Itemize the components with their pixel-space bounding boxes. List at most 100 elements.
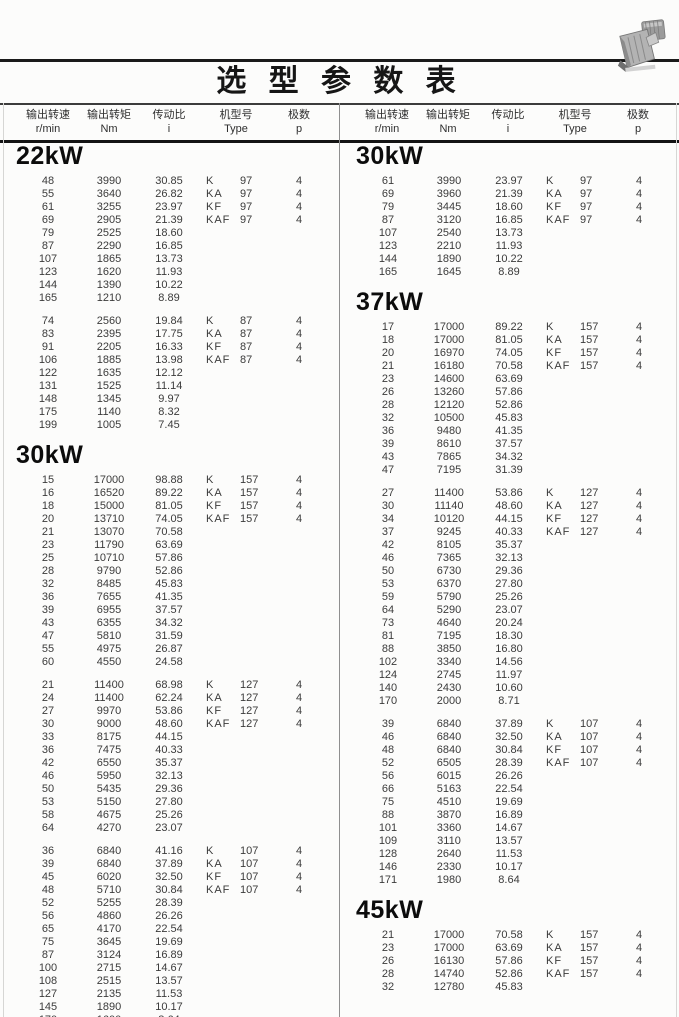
header-type: 机型号 Type: [198, 108, 274, 136]
cell-poles: [614, 386, 664, 399]
cell-torque: 6550: [96, 757, 122, 769]
cell-torque: 3960: [436, 188, 462, 200]
cell-type-size: [240, 539, 274, 552]
cell-torque: 4675: [96, 809, 122, 821]
cell-type-prefix: [198, 923, 240, 936]
cell-torque: 1620: [96, 266, 122, 278]
cell-ratio: 62.24: [155, 692, 183, 704]
header-torque-label: 输出转矩: [426, 109, 470, 121]
cell-torque: 1885: [96, 354, 122, 366]
cell-speed: 83: [41, 328, 55, 340]
header-type-label: 机型号: [219, 109, 253, 121]
cell-type-size: 87: [240, 315, 253, 327]
cell-type-prefix: [538, 796, 580, 809]
cell-torque: 5290: [436, 604, 462, 616]
cell-ratio: 10.60: [495, 682, 523, 694]
cell-poles: 4: [295, 474, 303, 486]
cell-type-prefix: KAF: [206, 354, 231, 366]
table-row: 32 10500 45.83: [358, 412, 679, 425]
cell-type-prefix: K: [546, 175, 555, 187]
cell-poles: [274, 604, 324, 617]
cell-torque: 1005: [96, 419, 122, 431]
cell-type-size: [240, 731, 274, 744]
table-row: 131 1525 11.14: [18, 380, 339, 393]
cell-ratio: 28.39: [155, 897, 183, 909]
cell-type-prefix: [538, 591, 580, 604]
cell-torque: 9480: [436, 425, 462, 437]
cell-speed: 42: [41, 757, 55, 769]
cell-poles: 4: [635, 955, 643, 967]
cell-speed: 107: [38, 253, 58, 265]
cell-ratio: 35.37: [495, 539, 523, 551]
table-row: 21 17000 70.58 K 157 4: [358, 929, 679, 942]
cell-poles: [274, 526, 324, 539]
cell-type-prefix: [198, 910, 240, 923]
table-row: 42 8105 35.37: [358, 539, 679, 552]
cell-torque: 16130: [433, 955, 465, 967]
cell-speed: 165: [38, 292, 58, 304]
cell-ratio: 40.33: [495, 526, 523, 538]
cell-poles: 4: [295, 858, 303, 870]
cell-speed: 122: [38, 367, 58, 379]
cell-type-prefix: [538, 227, 580, 240]
cell-type-size: [240, 744, 274, 757]
cell-type-size: [240, 367, 274, 380]
cell-type-prefix: [538, 682, 580, 695]
cell-type-size: 157: [580, 942, 599, 954]
cell-speed: 50: [41, 783, 55, 795]
header-torque-unit: Nm: [100, 123, 118, 135]
cell-torque: 6840: [96, 845, 122, 857]
cell-poles: [614, 412, 664, 425]
cell-type-size: 127: [580, 526, 599, 538]
cell-speed: 27: [41, 705, 55, 717]
cell-type-size: [580, 682, 614, 695]
table-row: 48 6840 30.84 KF 107 4: [358, 744, 679, 757]
cell-speed: 64: [381, 604, 395, 616]
table-row: 101 3360 14.67: [358, 822, 679, 835]
cell-type-size: [580, 695, 614, 708]
cell-torque: 1645: [436, 266, 462, 278]
cell-poles: 4: [295, 354, 303, 366]
cell-speed: 26: [381, 386, 395, 398]
cell-torque: 1390: [96, 279, 122, 291]
cell-type-prefix: [198, 526, 240, 539]
cell-type-prefix: [538, 552, 580, 565]
cell-type-prefix: KF: [206, 341, 223, 353]
gearmotor-photo: [617, 19, 666, 72]
table-row: 73 4640 20.24: [358, 617, 679, 630]
cell-poles: 4: [295, 175, 303, 187]
cell-torque: 2135: [96, 988, 122, 1000]
cell-speed: 43: [381, 451, 395, 463]
cell-type-size: 97: [580, 175, 593, 187]
cell-poles: [274, 617, 324, 630]
table-header-left: 输出转速 r/min 输出转矩 Nm 传动比 i 机型号 Type 极数 p: [0, 105, 339, 140]
cell-speed: 69: [381, 188, 395, 200]
table-row: 32 12780 45.83: [358, 981, 679, 994]
cell-type-size: 97: [240, 188, 253, 200]
cell-ratio: 52.86: [495, 399, 523, 411]
table-row: 171 1980 8.64: [358, 874, 679, 887]
cell-ratio: 34.32: [495, 451, 523, 463]
cell-poles: [614, 240, 664, 253]
ratio-block: 17 17000 89.22 K 157 4 18 17000 81.05 KA 157 4 20 169…: [340, 321, 679, 477]
cell-ratio: 28.39: [495, 757, 523, 769]
cell-speed: 170: [18, 1014, 78, 1017]
cell-type-size: 157: [240, 513, 259, 525]
cell-torque: 2715: [96, 962, 122, 974]
cell-type-prefix: [538, 565, 580, 578]
cell-type-prefix: [198, 367, 240, 380]
ratio-block: 39 6840 37.89 K 107 4 46 6840 32.50 KA 107 4 48 6840 3…: [340, 718, 679, 887]
cell-ratio: 8.32: [158, 406, 180, 418]
cell-ratio: 13.73: [495, 227, 523, 239]
cell-type-size: 107: [580, 757, 599, 769]
cell-torque: 13260: [433, 386, 465, 398]
cell-speed: 17: [381, 321, 395, 333]
cell-speed: 88: [381, 643, 395, 655]
table-row: 128 2640 11.53: [358, 848, 679, 861]
table-row: 122 1635 12.12: [18, 367, 339, 380]
header-torque: 输出转矩 Nm: [78, 108, 140, 136]
table-row: 37 9245 40.33 KAF 127 4: [358, 526, 679, 539]
cell-speed: 145: [38, 1001, 58, 1013]
cell-speed: 21: [381, 360, 395, 372]
cell-speed: 33: [41, 731, 55, 743]
